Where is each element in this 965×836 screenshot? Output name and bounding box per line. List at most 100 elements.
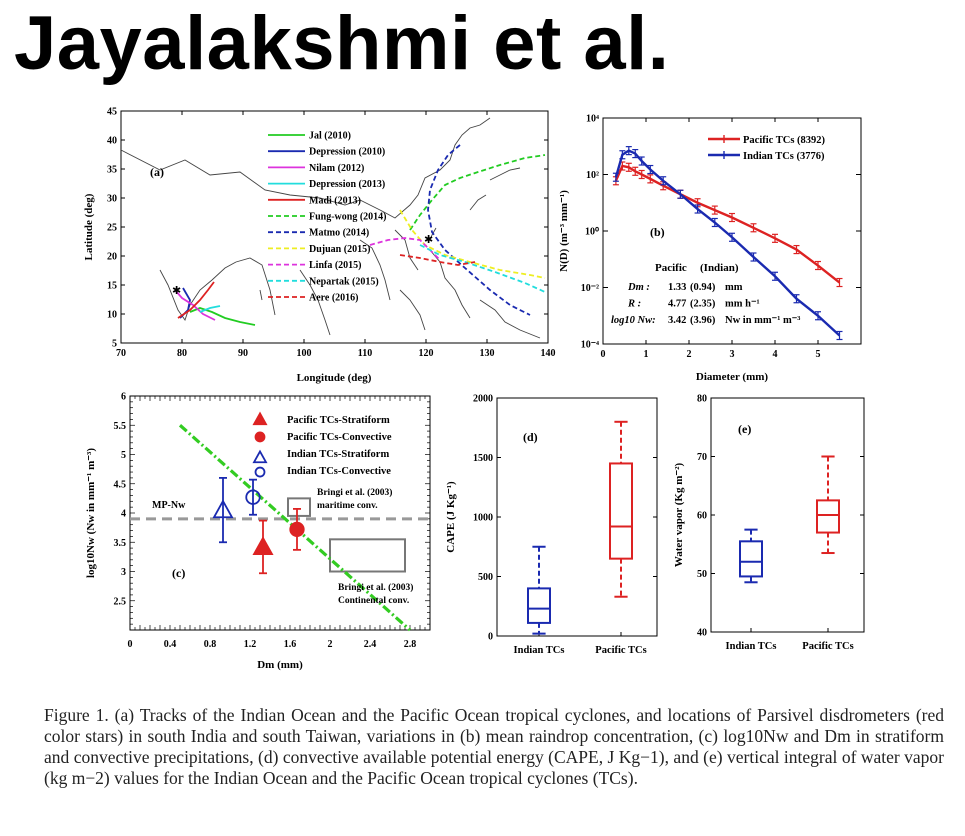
x-tick-label: 3 <box>730 349 735 360</box>
x-tick-label: 1 <box>644 349 649 360</box>
x-tick-label: 4 <box>773 349 778 360</box>
panel-b-series <box>612 146 843 341</box>
stat-label: Dm : <box>627 282 650 293</box>
legend-label: Madi (2013) <box>309 195 361 206</box>
x-tick-label: 0 <box>601 349 606 360</box>
mp-nw-label: MP-Nw <box>152 500 186 511</box>
box <box>609 462 633 560</box>
legend-label: Nepartak (2015) <box>309 276 379 287</box>
y-tick-label: 4 <box>121 509 126 520</box>
panel-d-axes: 0 500 1000 1500 2000 Indian TCs Pacific TCs <box>473 394 657 656</box>
stat-unit: Nw in mm⁻¹ m⁻³ <box>725 315 800 326</box>
stats-header-pacific: Pacific <box>655 262 687 274</box>
x-tick-label: 120 <box>419 348 434 359</box>
y-tick-label: 60 <box>697 511 707 522</box>
box <box>739 540 763 578</box>
panel-c-label: (c) <box>172 566 185 580</box>
cyclone-track <box>177 281 215 319</box>
stat-unit: mm h⁻¹ <box>725 299 760 310</box>
legend-label: Aere (2016) <box>309 293 359 304</box>
panel-c-xlabel: Dm (mm) <box>257 659 303 671</box>
stats-header-indian: (Indian) <box>700 262 739 274</box>
panel-d-boxes <box>527 420 633 635</box>
legend-label: Pacific TCs (8392) <box>743 135 826 146</box>
panel-b-ylabel: N(D) (m⁻³ mm⁻¹) <box>558 190 570 272</box>
bringi-continental-label-1: Bringi et al. (2003) <box>338 582 413 593</box>
stat-pacific: 1.33 <box>668 282 686 293</box>
panel-d-label: (d) <box>523 430 538 444</box>
panel-c-plot <box>130 411 430 632</box>
stat-indian: (3.96) <box>690 315 716 326</box>
cyclone-track <box>174 289 216 321</box>
cyclone-track <box>409 154 546 231</box>
stat-unit: mm <box>725 282 743 293</box>
x-tick-label: 2 <box>328 639 333 650</box>
y-tick-label: 50 <box>697 569 707 580</box>
stat-pacific: 3.42 <box>668 315 686 326</box>
y-tick-label: 2.5 <box>114 596 127 607</box>
y-tick-label: 40 <box>697 628 707 639</box>
data-point <box>252 536 274 556</box>
x-tick-label: Pacific TCs <box>802 641 853 652</box>
legend-label: Dujuan (2015) <box>309 244 370 255</box>
panel-c: 0 0.4 0.8 1.2 1.6 2 2.4 2.8 2.5 3 3.5 4 4.5 5 5.5 6 (c)… <box>85 392 431 671</box>
legend-label: Matmo (2014) <box>309 228 369 239</box>
x-tick-label: 70 <box>116 348 126 359</box>
y-tick-label: 15 <box>107 281 117 292</box>
panel-b-stats: Pacific (Indian) Dm : 1.33 (0.94) mm R : 4.77 (2… <box>611 262 800 326</box>
legend-label: Indian TCs (3776) <box>743 151 825 162</box>
y-tick-label: 10⁻² <box>581 283 599 294</box>
x-tick-label: Indian TCs <box>514 645 565 656</box>
panel-e-boxes <box>739 455 840 584</box>
data-point <box>289 521 305 538</box>
panel-d: 0 500 1000 1500 2000 Indian TCs Pacific TCs (d… <box>445 394 658 656</box>
panel-b-label: (b) <box>650 225 665 239</box>
y-tick-label: 10 <box>107 310 117 321</box>
y-tick-label: 1000 <box>473 513 493 524</box>
x-tick-label: 0.8 <box>204 639 217 650</box>
legend-label: Pacific TCs-Stratiform <box>287 415 390 426</box>
x-tick-label: 110 <box>358 348 372 359</box>
data-point <box>245 489 261 505</box>
stat-label: R : <box>627 299 641 310</box>
data-point <box>252 411 268 426</box>
cyclone-track <box>399 254 476 266</box>
y-tick-label: 40 <box>107 136 117 147</box>
panel-c-legend: Pacific TCs-Stratiform Pacific TCs-Convec… <box>287 415 392 477</box>
bringi-maritime-label-1: Bringi et al. (2003) <box>317 487 392 498</box>
figure-caption: Figure 1. (a) Tracks of the Indian Ocean… <box>44 705 944 788</box>
data-point <box>254 466 266 478</box>
y-tick-label: 10² <box>586 170 599 181</box>
bringi-maritime-box <box>287 497 311 517</box>
disdrometer-star-taiwan: ✱ <box>424 234 433 246</box>
panel-a-legend: Jal (2010) Depression (2010) Nilam (2012) D… <box>268 131 387 304</box>
y-tick-label: 4.5 <box>114 479 127 490</box>
legend-label: Depression (2013) <box>309 179 385 190</box>
y-tick-label: 3.5 <box>114 538 127 549</box>
legend-label: Jal (2010) <box>309 131 351 142</box>
stat-indian: (0.94) <box>690 282 716 293</box>
y-tick-label: 3 <box>121 567 126 578</box>
legend-label: Linfa (2015) <box>309 260 362 271</box>
x-tick-label: 130 <box>480 348 495 359</box>
map-coastlines <box>120 117 541 339</box>
x-tick-label: 100 <box>297 348 312 359</box>
legend-label: Fung-wong (2014) <box>309 212 387 223</box>
legend-label: Pacific TCs-Convective <box>287 432 392 443</box>
cyclone-tracks: ✱✱ <box>172 144 546 326</box>
cyclone-track <box>427 144 531 316</box>
cyclone-track <box>419 244 546 293</box>
panel-a-ylabel: Latitude (deg) <box>83 193 95 260</box>
panel-d-ylabel: CAPE (J Kg⁻¹) <box>445 481 457 553</box>
y-tick-label: 20 <box>107 252 117 263</box>
y-tick-label: 45 <box>107 107 117 118</box>
disdrometer-star-india: ✱ <box>172 285 181 297</box>
x-tick-label: Indian TCs <box>726 641 777 652</box>
panel-b: 0 1 2 3 4 5 10⁻⁴ 10⁻² 10⁰ 10² 10⁴ (b) Pacific TCs … <box>558 114 862 383</box>
panel-e: 40 50 60 70 80 Indian TCs Pacific TCs (e) Wate… <box>673 394 865 652</box>
panel-e-axes: 40 50 60 70 80 Indian TCs Pacific TCs <box>697 394 864 652</box>
y-tick-label: 10⁴ <box>586 114 599 125</box>
bringi-maritime-label-2: maritime conv. <box>317 501 378 511</box>
panel-a-label: (a) <box>150 165 164 179</box>
